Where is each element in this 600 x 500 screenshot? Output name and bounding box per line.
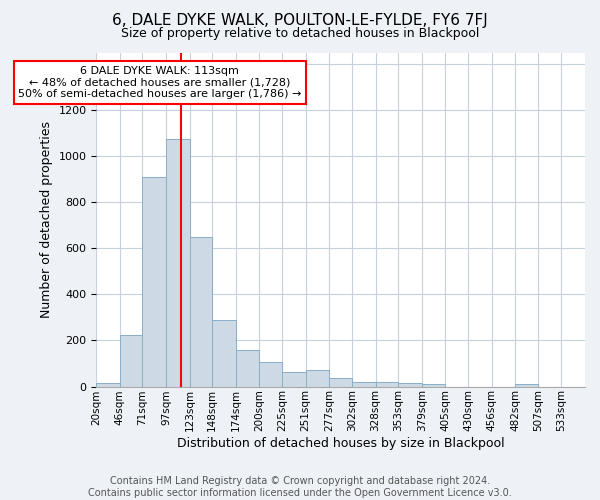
Y-axis label: Number of detached properties: Number of detached properties <box>40 121 53 318</box>
Bar <box>96 383 120 386</box>
Bar <box>329 378 352 386</box>
Text: Contains HM Land Registry data © Crown copyright and database right 2024.
Contai: Contains HM Land Registry data © Crown c… <box>88 476 512 498</box>
Bar <box>515 384 538 386</box>
Bar <box>306 370 329 386</box>
Bar <box>398 383 422 386</box>
Bar <box>376 382 398 386</box>
Bar <box>212 320 236 386</box>
Bar <box>236 350 259 387</box>
Bar <box>352 382 376 386</box>
X-axis label: Distribution of detached houses by size in Blackpool: Distribution of detached houses by size … <box>177 437 505 450</box>
Bar <box>282 372 306 386</box>
Bar <box>190 237 212 386</box>
Bar <box>422 384 445 386</box>
Text: Size of property relative to detached houses in Blackpool: Size of property relative to detached ho… <box>121 28 479 40</box>
Text: 6 DALE DYKE WALK: 113sqm
← 48% of detached houses are smaller (1,728)
50% of sem: 6 DALE DYKE WALK: 113sqm ← 48% of detach… <box>18 66 301 99</box>
Text: 6, DALE DYKE WALK, POULTON-LE-FYLDE, FY6 7FJ: 6, DALE DYKE WALK, POULTON-LE-FYLDE, FY6… <box>112 12 488 28</box>
Bar <box>259 362 282 386</box>
Bar <box>120 334 142 386</box>
Bar <box>142 177 166 386</box>
Bar <box>166 139 190 386</box>
